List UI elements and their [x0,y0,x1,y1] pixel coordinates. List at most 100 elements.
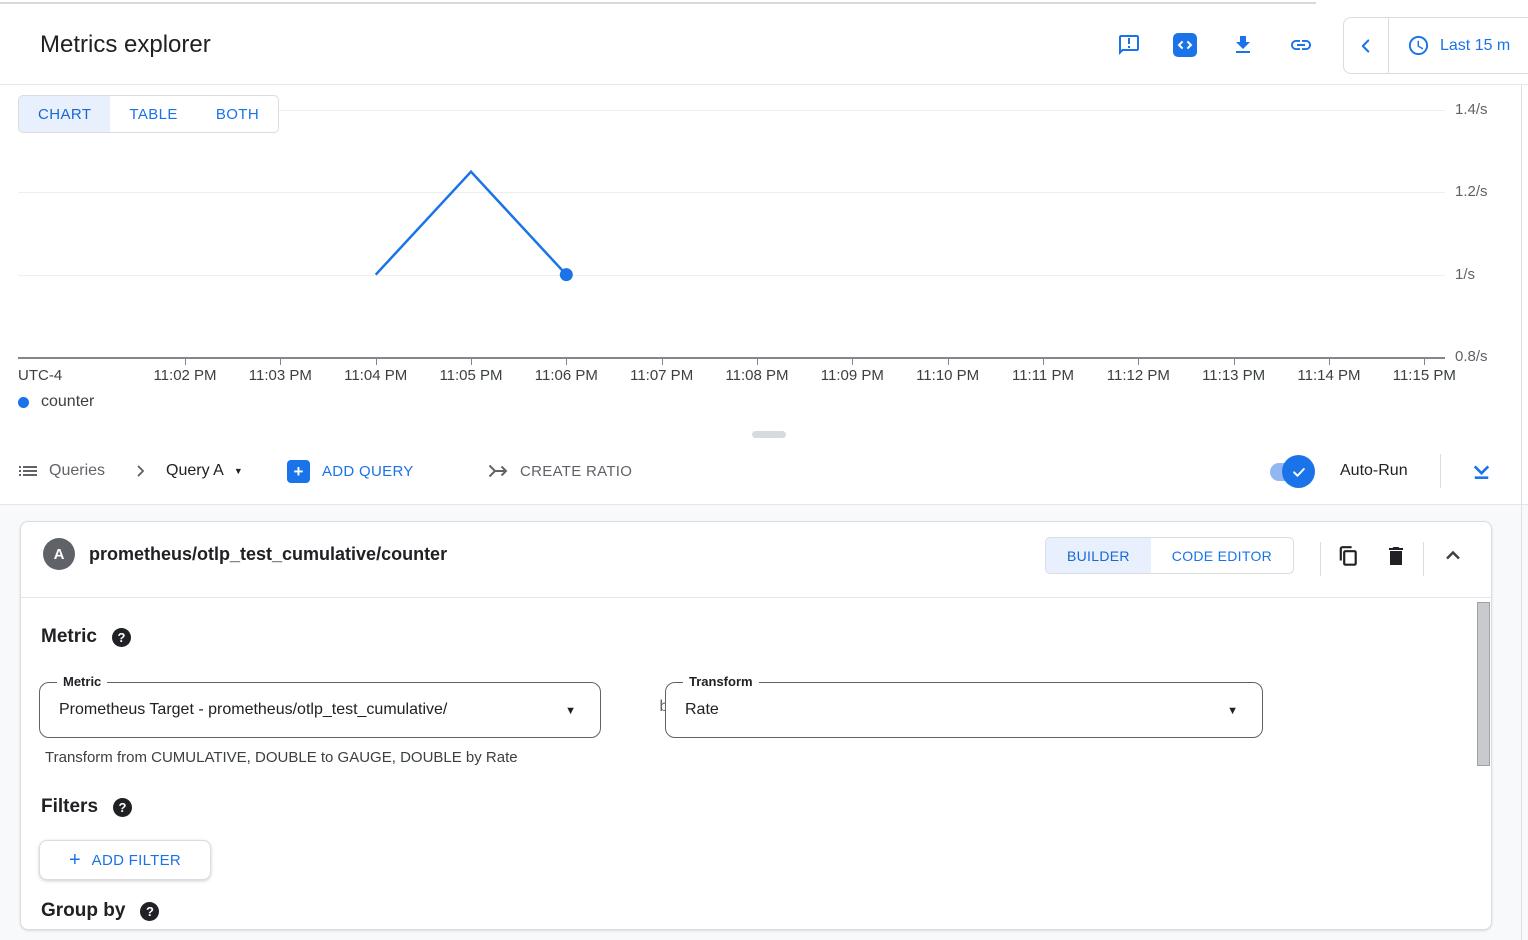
y-tick-label: 1.2/s [1455,183,1488,201]
breadcrumb-chevron [131,437,151,505]
metric-select[interactable]: Metric Prometheus Target - prometheus/ot… [39,674,601,738]
x-tick-label: 11:08 PM [725,367,789,384]
download-icon[interactable] [1231,33,1255,57]
delete-query-icon[interactable] [1384,544,1408,568]
create-ratio-label: CREATE RATIO [520,462,633,480]
auto-run-label: Auto-Run [1340,462,1408,479]
add-filter-button[interactable]: + ADD FILTER [39,840,211,880]
transform-select-value: Rate [685,701,719,718]
add-query-button[interactable]: + ADD QUERY [287,437,414,505]
query-name-dropdown[interactable]: Query A ▼ [166,437,243,505]
x-axis-tick [185,358,186,365]
legend-dot-icon [18,396,29,408]
y-gridline [18,192,1445,194]
filters-section-heading: Filters ? [41,796,133,818]
queries-bar: Queries Query A ▼ + ADD QUERY CREATE RAT… [0,437,1528,505]
pane-resize-handle[interactable] [752,431,786,438]
group-by-section-heading: Group by ? [41,900,160,922]
dropdown-caret-icon: ▼ [1227,705,1238,717]
x-axis-line [18,357,1445,359]
add-filter-label: ADD FILTER [91,851,182,869]
legend-item[interactable]: counter [18,393,94,411]
x-tick-label: 11:10 PM [916,367,980,384]
x-axis-tick [1328,358,1330,365]
create-ratio-button[interactable]: CREATE RATIO [486,437,632,505]
card-scrollbar-thumb[interactable] [1477,602,1490,766]
query-card: A prometheus/otlp_test_cumulative/counte… [20,521,1492,930]
x-tick-label: 11:12 PM [1106,367,1170,384]
time-range-group: Last 15 m [1343,17,1528,74]
query-card-header: A prometheus/otlp_test_cumulative/counte… [21,522,1491,598]
x-tick-label: 11:13 PM [1202,367,1266,384]
link-icon[interactable] [1289,33,1313,57]
filters-heading-label: Filters [41,796,99,817]
toggle-switch[interactable] [1270,455,1316,488]
x-axis-tick [1233,358,1235,365]
collapse-all-icon [1473,465,1490,479]
x-tick-label: 11:04 PM [344,367,408,384]
x-tick-label: 11:15 PM [1392,367,1456,384]
dropdown-caret-icon: ▼ [233,465,243,476]
transform-helper-text: Transform from CUMULATIVE, DOUBLE to GAU… [45,749,518,766]
help-icon[interactable]: ? [111,627,131,647]
y-tick-label: 0.8/s [1455,348,1488,365]
page-scrollbar-gutter [1521,85,1522,940]
y-tick-label: 1/s [1455,265,1476,283]
x-tick-label: 11:11 PM [1011,367,1074,384]
query-section: A prometheus/otlp_test_cumulative/counte… [0,505,1528,940]
y-gridline [18,274,1445,276]
code-editor-icon[interactable] [1173,33,1197,57]
query-card-title: prometheus/otlp_test_cumulative/counter [89,544,448,564]
collapse-time-pane-button[interactable] [1344,18,1388,73]
query-avatar: A [43,538,75,570]
help-icon[interactable]: ? [140,901,160,921]
tab-table[interactable]: TABLE [129,105,178,123]
tab-builder[interactable]: BUILDER [1046,538,1151,573]
toggle-knob [1282,455,1315,488]
view-mode-tabs: CHART TABLE BOTH [18,95,280,133]
x-tick-label: 11:05 PM [439,367,503,384]
legend-label: counter [41,393,95,410]
divider [1388,18,1389,73]
feedback-icon[interactable] [1117,33,1141,57]
chevron-right-icon [137,465,144,477]
metric-select-label: Metric [57,674,108,689]
x-axis-tick [1424,358,1426,365]
x-tick-label: 11:14 PM [1297,367,1361,384]
add-icon: + [287,459,310,483]
check-icon [1292,467,1305,477]
x-axis-tick [1138,358,1140,365]
header-divider [0,84,1528,85]
add-query-label: ADD QUERY [322,462,414,480]
clock-icon [1408,35,1429,56]
x-axis-tick [756,358,758,365]
line-chart [374,169,573,282]
top-border-line [0,2,1316,4]
queries-breadcrumb[interactable]: Queries [16,437,105,505]
tab-chart[interactable]: CHART [19,96,111,132]
group-by-heading-label: Group by [41,900,126,921]
collapse-card-icon[interactable] [1441,544,1465,568]
collapse-all-button[interactable] [1468,437,1495,505]
divider [1440,437,1441,505]
x-tick-label: 11:07 PM [630,367,694,384]
ratio-arrow-icon [488,464,508,478]
x-tick-label: 11:02 PM [153,367,217,384]
tab-code-editor[interactable]: CODE EDITOR [1171,547,1273,564]
x-axis-tick [852,358,854,365]
x-axis-tick [470,358,472,365]
auto-run-toggle[interactable] [1270,437,1316,505]
tab-both[interactable]: BOTH [215,105,260,123]
duplicate-query-icon[interactable] [1336,544,1360,568]
page-title: Metrics explorer [40,31,211,58]
time-range-selector[interactable]: Last 15 m [1389,34,1510,57]
x-tick-label: 11:06 PM [534,367,598,384]
series-line [374,169,568,276]
x-axis-tick [375,358,377,365]
list-icon [19,466,37,476]
transform-select[interactable]: Transform Rate ▼ [665,674,1263,738]
x-axis-tick [1042,358,1044,365]
help-icon[interactable]: ? [113,797,133,817]
query-name-label: Query A [166,462,224,479]
